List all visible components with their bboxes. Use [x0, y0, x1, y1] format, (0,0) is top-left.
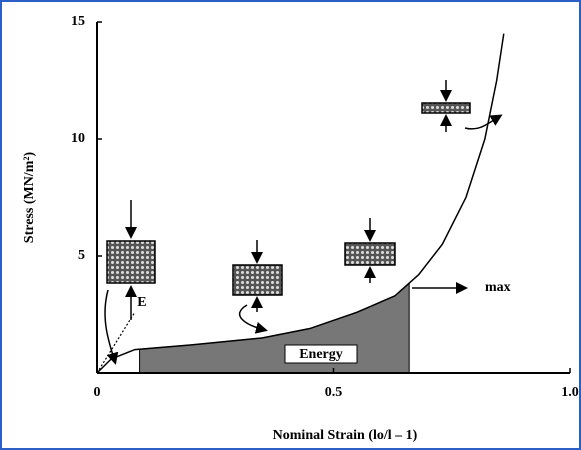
illustrations	[104, 80, 503, 365]
modulus-line	[96, 311, 136, 374]
y-tick-label: 15	[71, 14, 85, 29]
y-axis-label: Stress (MN/m²)	[22, 151, 37, 243]
energy-label: Energy	[299, 347, 343, 362]
y-tick-label: 5	[78, 248, 85, 263]
x-axis-label: Nominal Strain (lo/l – 1)	[273, 428, 418, 443]
x-tick-label: 1.0	[561, 385, 579, 400]
energy-area	[139, 282, 410, 374]
x-tick-label: 0.5	[325, 385, 343, 400]
x-tick-label: 0	[94, 385, 101, 400]
energy-label-box	[284, 344, 358, 364]
y-tick-label: 10	[71, 131, 85, 146]
max-label: max	[485, 280, 511, 295]
curve	[96, 33, 505, 374]
modulus-label: E	[137, 295, 146, 310]
